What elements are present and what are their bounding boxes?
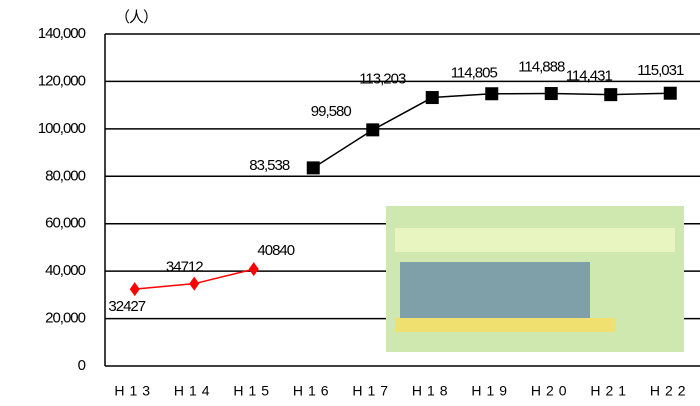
x-tick-label: H20 bbox=[531, 383, 572, 399]
marker bbox=[129, 282, 140, 297]
marker bbox=[366, 123, 380, 137]
photo-strip bbox=[395, 318, 615, 332]
x-tick-label: H21 bbox=[590, 383, 631, 399]
data-label: 114,805 bbox=[451, 65, 498, 82]
y-tick-label: 60,000 bbox=[45, 215, 86, 232]
data-label: 113,203 bbox=[359, 71, 406, 88]
data-label: 32427 bbox=[108, 298, 145, 315]
marker bbox=[485, 87, 499, 101]
data-label: 114,888 bbox=[518, 59, 565, 76]
marker bbox=[425, 91, 439, 105]
y-unit-label: （人） bbox=[115, 9, 157, 26]
marker bbox=[189, 276, 200, 291]
x-tick-label: H22 bbox=[650, 383, 691, 399]
x-tick-label: H16 bbox=[293, 383, 334, 399]
x-tick-label: H13 bbox=[114, 383, 155, 399]
y-tick-label: 100,000 bbox=[38, 120, 86, 137]
data-label: 99,580 bbox=[311, 103, 352, 120]
y-tick-label: 120,000 bbox=[38, 72, 86, 89]
x-tick-label: H15 bbox=[233, 383, 274, 399]
marker bbox=[248, 262, 259, 277]
y-tick-label: 40,000 bbox=[45, 262, 86, 279]
marker bbox=[604, 88, 618, 102]
x-tick-label: H14 bbox=[174, 383, 215, 399]
y-tick-label: 0 bbox=[78, 357, 86, 374]
data-label: 114,431 bbox=[566, 68, 613, 85]
x-tick-label: H17 bbox=[352, 383, 393, 399]
marker bbox=[306, 161, 320, 175]
y-tick-label: 80,000 bbox=[45, 167, 86, 184]
x-tick-label: H19 bbox=[471, 383, 512, 399]
x-tick-label: H18 bbox=[412, 383, 453, 399]
marker bbox=[544, 87, 558, 101]
y-tick-label: 140,000 bbox=[38, 25, 86, 42]
marker bbox=[663, 86, 677, 100]
photo-band bbox=[395, 228, 675, 252]
data-label: 34712 bbox=[166, 259, 203, 276]
data-label: 115,031 bbox=[637, 62, 684, 79]
data-label: 40840 bbox=[257, 242, 294, 259]
y-tick-label: 20,000 bbox=[45, 310, 86, 327]
data-label: 83,538 bbox=[249, 157, 290, 174]
